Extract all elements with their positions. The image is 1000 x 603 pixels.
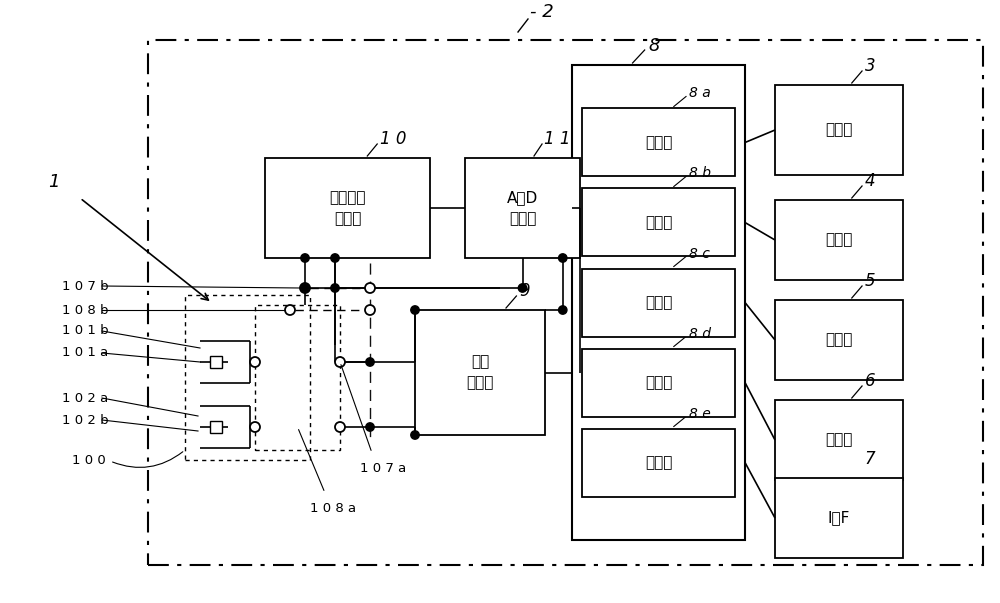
Bar [775, 200, 903, 280]
Bar [582, 189, 735, 256]
Circle shape [411, 306, 419, 314]
Circle shape [301, 284, 309, 292]
Bar [185, 295, 310, 460]
Text: 扬声器: 扬声器 [825, 233, 853, 247]
Text: 显示部: 显示部 [825, 122, 853, 137]
Bar [775, 478, 903, 558]
Text: 1 0 8 b: 1 0 8 b [62, 303, 108, 317]
Circle shape [331, 254, 339, 262]
Circle shape [250, 422, 260, 432]
Text: 8 d: 8 d [689, 326, 711, 341]
Text: 8 a: 8 a [689, 86, 711, 101]
Bar [582, 268, 735, 336]
Text: - 2: - 2 [530, 3, 554, 21]
Circle shape [366, 423, 374, 431]
Text: 1 0: 1 0 [380, 130, 407, 148]
Bar [775, 300, 903, 380]
Text: 4: 4 [865, 172, 875, 190]
Text: 存储部: 存储部 [825, 332, 853, 347]
Text: 1 0 2 a: 1 0 2 a [62, 391, 108, 405]
Circle shape [300, 283, 310, 293]
Text: 1: 1 [48, 173, 60, 191]
Circle shape [331, 284, 339, 292]
Bar [265, 158, 430, 258]
Bar [775, 400, 903, 480]
Circle shape [518, 284, 527, 292]
Bar [582, 349, 735, 417]
Text: 8 c: 8 c [689, 247, 710, 260]
Text: 8: 8 [648, 37, 660, 55]
Bar [415, 310, 545, 435]
Text: 8 b: 8 b [689, 166, 711, 180]
Bar [582, 109, 735, 177]
Text: 6: 6 [865, 372, 875, 390]
Text: A／D
变换部: A／D 变换部 [507, 190, 538, 226]
Circle shape [366, 358, 374, 366]
Text: 定量部: 定量部 [645, 375, 672, 390]
Text: 5: 5 [865, 272, 875, 290]
Bar [255, 305, 340, 450]
Text: 1 0 8 a: 1 0 8 a [310, 502, 356, 514]
Bar [210, 356, 222, 368]
Text: 计测部: 计测部 [645, 295, 672, 310]
Bar [775, 85, 903, 175]
Circle shape [250, 357, 260, 367]
Text: 操作部: 操作部 [825, 432, 853, 447]
Text: 检测部: 检测部 [645, 135, 672, 150]
Circle shape [301, 254, 309, 262]
Text: 9: 9 [519, 282, 530, 300]
Circle shape [365, 305, 375, 315]
Circle shape [411, 431, 419, 439]
Bar [582, 429, 735, 496]
Circle shape [559, 306, 567, 314]
Bar [210, 421, 222, 433]
Bar [465, 158, 580, 258]
Text: 1 0 2 b: 1 0 2 b [62, 414, 109, 426]
Text: 1 0 7 a: 1 0 7 a [360, 461, 406, 475]
Text: 7: 7 [865, 450, 875, 468]
Circle shape [365, 283, 375, 293]
Text: 电流电压
变换部: 电流电压 变换部 [329, 190, 366, 226]
Text: 8 e: 8 e [689, 406, 711, 420]
Text: 电压
输出部: 电压 输出部 [466, 355, 494, 391]
Circle shape [285, 305, 295, 315]
Text: 1 0 1 a: 1 0 1 a [62, 347, 108, 359]
Bar [572, 65, 745, 540]
Text: 计时部: 计时部 [645, 215, 672, 230]
Text: 1 0 1 b: 1 0 1 b [62, 324, 109, 338]
Circle shape [559, 254, 567, 262]
Text: 1 0 7 b: 1 0 7 b [62, 280, 109, 292]
Text: 报告部: 报告部 [645, 455, 672, 470]
Text: 1 1: 1 1 [544, 130, 571, 148]
Text: I／F: I／F [828, 511, 850, 525]
Text: 1 0 0: 1 0 0 [72, 455, 106, 467]
Bar [148, 40, 983, 565]
Circle shape [335, 422, 345, 432]
Circle shape [335, 357, 345, 367]
Text: 3: 3 [865, 57, 875, 75]
